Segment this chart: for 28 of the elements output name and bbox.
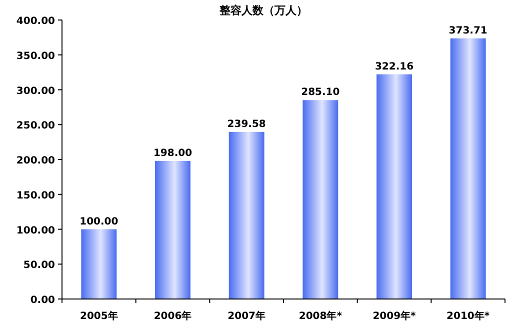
data-label: 373.71 <box>448 25 488 36</box>
y-tick-label: 400.00 <box>16 16 56 27</box>
x-tick-label: 2008年* <box>298 310 343 322</box>
x-tick-label: 2007年 <box>228 310 266 322</box>
y-tick-label: 0.00 <box>30 295 56 306</box>
x-tick-label: 2009年* <box>372 310 417 322</box>
bar <box>376 74 412 299</box>
x-tick-label: 2006年 <box>154 310 192 322</box>
data-label: 285.10 <box>301 87 340 98</box>
y-tick-label: 200.00 <box>16 156 56 166</box>
y-tick-label: 50.00 <box>23 260 56 272</box>
bar <box>228 132 264 299</box>
x-tick-label: 2010年* <box>446 310 490 322</box>
bar <box>302 100 338 299</box>
bar <box>450 38 486 299</box>
data-label: 198.00 <box>153 148 192 159</box>
y-tick-label: 300.00 <box>16 86 56 97</box>
chart-title: 整容人数（万人） <box>218 4 308 17</box>
y-tick-label: 150.00 <box>16 190 56 202</box>
data-label: 100.00 <box>80 216 118 228</box>
y-tick-label: 250.00 <box>16 120 56 132</box>
y-tick-label: 100.00 <box>16 225 56 236</box>
y-tick-label: 350.00 <box>16 50 56 62</box>
bar <box>81 229 117 299</box>
data-label: 322.16 <box>374 61 414 72</box>
x-tick-label: 2005年 <box>80 310 118 322</box>
data-label: 239.58 <box>227 118 266 130</box>
bar <box>155 160 190 299</box>
